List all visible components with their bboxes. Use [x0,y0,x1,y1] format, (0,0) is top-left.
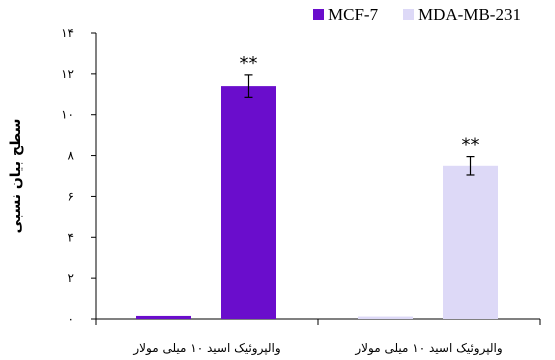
x-tick-label: والپروئیک اسید ۱۰ میلی مولار [132,341,280,356]
y-tick-label: ۱۴ [61,26,74,40]
axes: ۰ ۲ ۴ ۶ ۸ ۱۰ ۱۲ ۱۴ والپروئیک اسید ۱۰ میلی مولار و… [61,26,541,356]
y-tick-label: ۱۲ [61,67,74,81]
bar [221,86,276,319]
y-tick-label: ۱۰ [61,108,74,122]
bars: ** ** [136,53,498,319]
significance-label: ** [240,53,258,74]
bar [443,165,498,319]
y-tick-label: ۴ [68,230,74,244]
x-tick-label: والپروئیک اسید ۱۰ میلی مولار [354,341,502,356]
y-tick-label: ۶ [68,189,74,203]
y-tick-label: ۲ [68,271,74,285]
y-tick-label: ۸ [68,149,75,163]
y-tick-label: ۰ [68,312,74,326]
legend-label: MDA-MB-231 [418,5,521,24]
y-axis-label: سطح بیان نسبی [8,119,24,234]
legend-label: MCF-7 [328,5,379,24]
legend-swatch [403,9,414,20]
legend-swatch [313,9,324,20]
legend: MCF-7 MDA-MB-231 [313,5,521,24]
significance-label: ** [462,135,480,156]
bar [136,315,191,319]
bar [358,316,413,319]
